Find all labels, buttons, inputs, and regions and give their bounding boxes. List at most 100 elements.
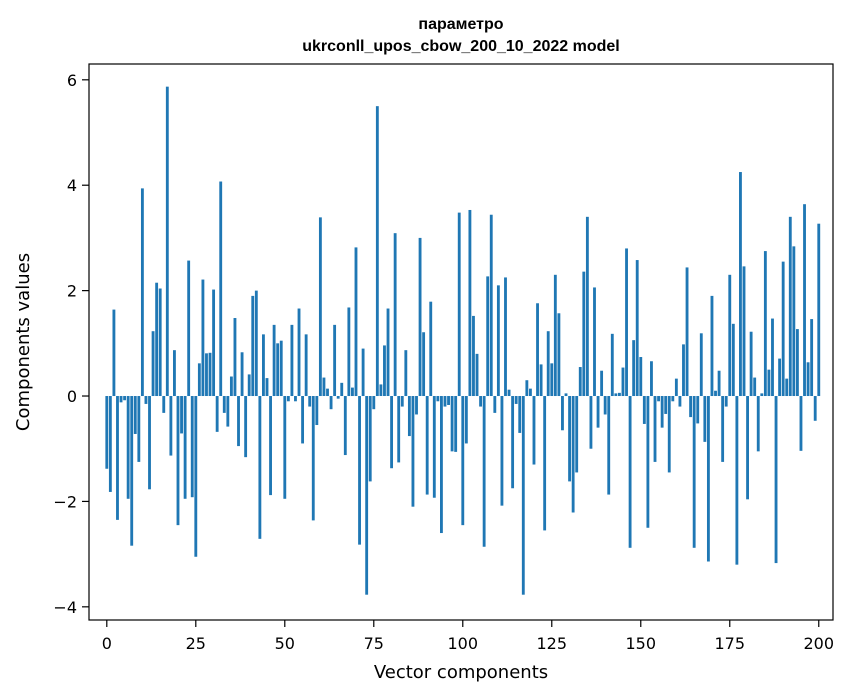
bar	[621, 367, 625, 397]
bar	[571, 396, 575, 513]
bar	[407, 396, 411, 437]
bar	[610, 333, 614, 397]
bar	[443, 396, 447, 407]
bar	[528, 388, 532, 397]
bar	[429, 301, 433, 397]
bar	[226, 396, 230, 427]
bar	[731, 323, 735, 397]
bar	[440, 396, 443, 534]
bar	[756, 396, 760, 452]
bar	[383, 345, 386, 397]
bar	[703, 396, 707, 442]
bar	[425, 396, 429, 495]
x-tick-label: 100	[448, 634, 479, 653]
y-tick-label: 6	[67, 71, 77, 90]
bar	[133, 396, 137, 434]
bar	[489, 214, 493, 397]
y-tick-label: −4	[53, 598, 77, 617]
bar	[799, 396, 803, 451]
bar	[229, 376, 233, 397]
bar	[788, 216, 792, 397]
bar	[279, 340, 283, 397]
bar	[536, 303, 539, 397]
bar	[735, 396, 739, 565]
bar	[771, 318, 774, 397]
x-tick-label: 125	[537, 634, 568, 653]
bar	[123, 396, 127, 401]
bar	[386, 308, 390, 397]
bar	[671, 396, 675, 402]
bar	[667, 396, 671, 473]
bar	[418, 237, 422, 397]
bar	[781, 261, 785, 397]
bar	[251, 295, 255, 397]
bar	[162, 396, 166, 413]
bar	[169, 396, 173, 456]
bar	[496, 285, 500, 397]
bar	[696, 396, 700, 424]
bar	[486, 276, 490, 397]
bar	[340, 382, 344, 397]
bar	[262, 334, 265, 397]
bar	[297, 308, 301, 397]
bar	[514, 396, 518, 404]
bar	[553, 274, 557, 397]
bar	[208, 352, 212, 397]
bar	[190, 396, 194, 498]
x-tick-label: 50	[275, 634, 295, 653]
bar	[400, 396, 404, 407]
bar	[375, 106, 379, 397]
bar	[219, 181, 223, 397]
bar	[600, 370, 604, 397]
bar	[578, 367, 582, 397]
bar	[283, 396, 287, 499]
bar	[792, 246, 796, 397]
bar	[685, 267, 689, 397]
bar	[660, 396, 664, 428]
bar	[650, 361, 653, 397]
bar	[140, 188, 144, 397]
bar	[746, 396, 749, 500]
bar	[706, 396, 710, 562]
x-axis-label: Vector components	[374, 662, 548, 683]
bar	[158, 288, 162, 397]
bar	[180, 396, 183, 434]
bar	[308, 396, 312, 407]
bar	[272, 324, 276, 397]
bar	[628, 396, 632, 548]
x-tick-label: 25	[186, 634, 206, 653]
bar	[457, 212, 461, 397]
bar	[304, 334, 308, 397]
bar	[233, 318, 237, 397]
bar	[130, 396, 134, 546]
bar	[468, 209, 472, 397]
bar	[237, 396, 240, 447]
bar	[479, 396, 483, 407]
bar	[194, 396, 198, 557]
x-tick-label: 0	[102, 634, 112, 653]
bar	[247, 374, 251, 397]
bar	[415, 396, 418, 415]
bar	[112, 309, 116, 397]
bar	[625, 248, 628, 397]
bar	[393, 233, 397, 397]
bar	[674, 378, 678, 397]
bar	[546, 331, 550, 397]
bar	[521, 396, 525, 595]
bar	[422, 332, 426, 397]
bar	[464, 396, 468, 444]
bar	[692, 396, 696, 548]
bar	[301, 396, 305, 444]
bars-group	[105, 86, 821, 595]
bar	[108, 396, 112, 492]
y-tick-label: 4	[67, 176, 77, 195]
bar	[760, 393, 764, 397]
bar	[436, 396, 440, 402]
x-tick-label: 150	[625, 634, 656, 653]
bar	[642, 396, 646, 424]
bar	[561, 396, 564, 431]
bar	[173, 350, 176, 397]
x-tick-label: 200	[803, 634, 834, 653]
bar	[778, 358, 782, 397]
